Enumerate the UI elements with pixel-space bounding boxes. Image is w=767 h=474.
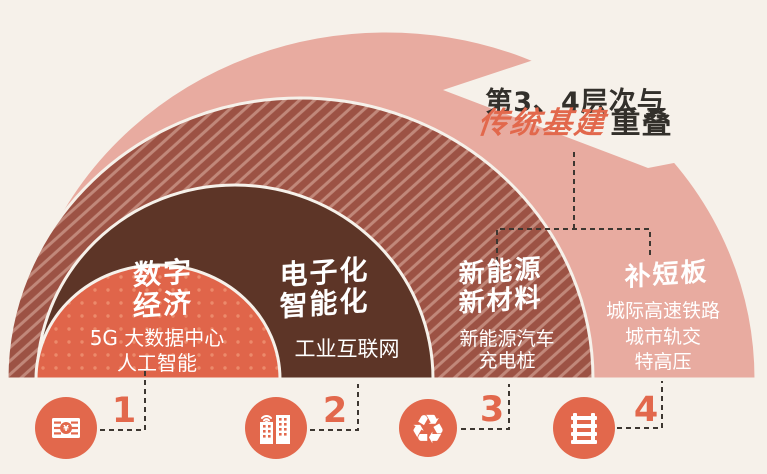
ring-2-header: 电子化 智能化 [279,252,370,324]
legend-number-4: 4 [633,390,659,430]
ring-3-header: 新能源 新材料 [458,253,543,320]
legend-3-dashed-line [461,384,510,430]
title-line-2: 传统基建 重叠 [445,106,705,141]
legend-4-dashed-line [617,381,663,429]
ring-4-item-2: 城市轨交 [624,326,701,348]
ring-3-item-2: 充电桩 [478,350,536,372]
svg-text:♻: ♻ [410,407,446,453]
legend-number-2: 2 [322,391,348,431]
title-rest: 重叠 [610,106,673,141]
title-connector-dashed-line [496,152,651,271]
ring-3-item-1: 新能源汽车 [459,328,555,350]
legend-number-3: 3 [479,390,505,430]
recycle-icon: ♻ [399,399,457,457]
ring-1-item-2: 人工智能 [117,351,197,375]
smart-building-icon [245,397,307,459]
svg-text:¥: ¥ [63,424,69,433]
ring-4-item-1: 城际高速铁路 [605,300,720,322]
legend-2-dashed-line [310,384,359,431]
title-line-1: 第3、4层次与 [485,87,665,118]
title-notch [443,12,767,168]
ring-1-digital-economy [34,263,282,381]
title-highlight: 传统基建 [475,106,608,141]
ring-4-item-3: 特高压 [634,351,692,373]
legend-number-1: 1 [111,391,137,431]
railway-icon [553,397,615,459]
ring-2-item-1: 工业互联网 [294,337,400,361]
ring-1-item-1: 5G 大数据中心 [89,326,225,350]
ring-1-header: 数字 经济 [133,254,193,324]
chip-icon: ¥ [35,397,97,459]
legend-1-dashed-line [100,367,146,431]
